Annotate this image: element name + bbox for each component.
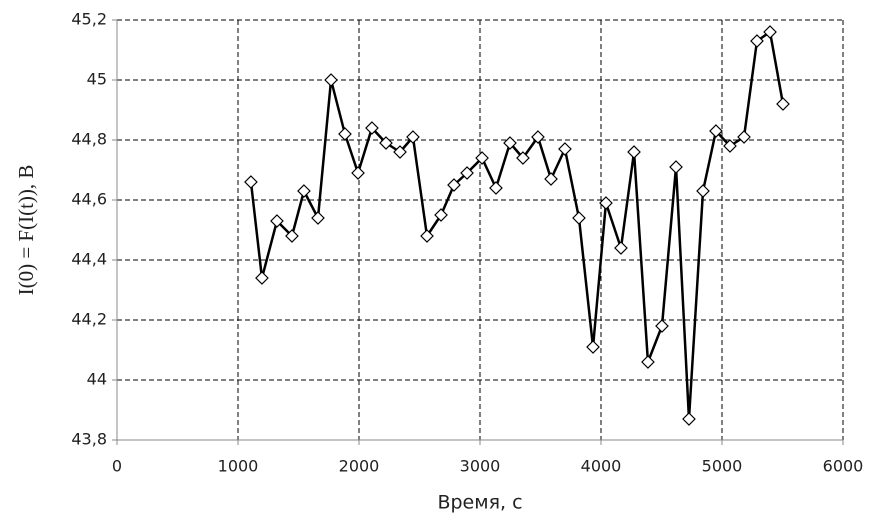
- data-point: [614, 241, 628, 255]
- data-point: [669, 160, 683, 174]
- data-point: [558, 142, 572, 156]
- data-point: [750, 34, 764, 48]
- x-tick-label: 0: [112, 457, 122, 476]
- data-point: [655, 319, 669, 333]
- data-point: [572, 211, 586, 225]
- data-point: [297, 184, 311, 198]
- data-point: [489, 181, 503, 195]
- data-point: [516, 151, 530, 165]
- data-point: [696, 184, 710, 198]
- data-point: [434, 208, 448, 222]
- x-tick-label: 3000: [460, 457, 501, 476]
- x-tick-label: 2000: [339, 457, 380, 476]
- data-point: [599, 196, 613, 210]
- data-point: [447, 178, 461, 192]
- data-point: [365, 121, 379, 135]
- data-point: [709, 124, 723, 138]
- y-axis-label: I(0) = F(I(t)), В: [14, 165, 38, 296]
- data-point: [420, 229, 434, 243]
- data-point: [475, 151, 489, 165]
- data-point: [641, 355, 655, 369]
- y-tick-label: 45,2: [71, 10, 107, 29]
- data-point: [255, 271, 269, 285]
- data-point: [531, 130, 545, 144]
- data-point: [503, 136, 517, 150]
- y-tick-label: 44,4: [71, 250, 107, 269]
- y-tick-label: 44: [87, 370, 107, 389]
- data-point: [682, 412, 696, 426]
- data-point: [285, 229, 299, 243]
- data-point: [627, 145, 641, 159]
- data-point: [270, 214, 284, 228]
- data-point: [544, 172, 558, 186]
- x-tick-label: 4000: [581, 457, 622, 476]
- data-point: [379, 136, 393, 150]
- data-point: [723, 139, 737, 153]
- data-point: [311, 211, 325, 225]
- data-point: [586, 340, 600, 354]
- data-point: [351, 166, 365, 180]
- y-tick-label: 44,2: [71, 310, 107, 329]
- data-point: [763, 25, 777, 39]
- x-axis-label: Время, с: [437, 492, 522, 514]
- y-tick-label: 45: [87, 70, 107, 89]
- data-point: [244, 175, 258, 189]
- y-tick-label: 44,6: [71, 190, 107, 209]
- y-tick-label: 44,8: [71, 130, 107, 149]
- x-tick-label: 1000: [218, 457, 259, 476]
- series-line: [249, 30, 785, 421]
- data-point: [460, 166, 474, 180]
- x-tick-label: 6000: [823, 457, 864, 476]
- data-point: [406, 130, 420, 144]
- data-point: [776, 97, 790, 111]
- y-tick-label: 43,8: [71, 430, 107, 449]
- data-point: [338, 127, 352, 141]
- x-tick-label: 5000: [702, 457, 743, 476]
- data-point: [737, 130, 751, 144]
- data-point: [324, 73, 338, 87]
- data-point: [393, 145, 407, 159]
